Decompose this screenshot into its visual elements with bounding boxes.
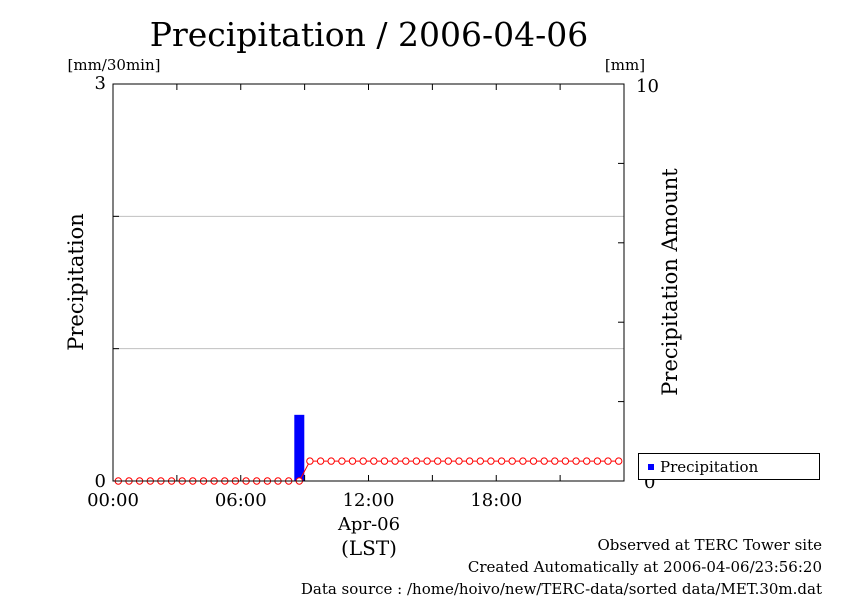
axis-ticks [112,83,625,481]
cumulative-marker [412,457,421,465]
x-tick-label: 12:00 [343,490,395,511]
cumulative-marker [348,457,357,465]
cumulative-marker [519,457,527,465]
cumulative-marker [327,457,335,465]
cumulative-marker [615,457,623,465]
cumulative-marker [561,457,570,465]
plot-frame [112,83,625,482]
left-ytick-max: 3 [95,73,106,94]
bar-series [294,414,305,481]
cumulative-marker [572,457,580,465]
right-axis-title: Precipitation Amount [658,168,682,396]
cumulative-marker [508,457,516,465]
chart-title: Precipitation / 2006-04-06 [150,15,588,54]
left-ytick-min: 0 [95,471,106,492]
right-ytick-min: 0 [644,472,655,493]
cumulative-marker [593,457,602,465]
cumulative-marker [359,457,367,465]
cumulative-marker [434,457,442,465]
cumulative-marker [551,457,559,465]
x-tick-labels: 00:00 06:00 12:00 18:00 [87,490,522,511]
x-timezone-label: (LST) [341,536,397,560]
cumulative-marker [380,457,389,465]
footer-created-timestamp: Created Automatically at 2006-04-06/23:5… [467,558,822,576]
cumulative-marker [338,457,346,465]
cumulative-marker [529,457,538,465]
cumulative-marker [540,457,548,465]
cumulative-marker [391,457,399,465]
left-axis-title: Precipitation [64,213,88,351]
cumulative-marker [604,457,612,465]
cumulative-marker [316,457,325,465]
legend: Precipitation [638,453,820,480]
cumulative-marker [402,457,410,465]
cumulative-marker [444,457,452,465]
footer-data-source: Data source : /home/hoivo/new/TERC-data/… [300,580,822,598]
left-axis-unit: [mm/30min] [68,56,161,74]
footer-observed-site: Observed at TERC Tower site [597,536,822,554]
x-date-label: Apr-06 [337,514,400,535]
x-tick-label: 06:00 [215,490,267,511]
x-tick-label: 18:00 [470,490,522,511]
cumulative-marker [455,457,463,465]
cumulative-marker [497,457,506,465]
cumulative-marker [306,457,314,465]
cumulative-marker [465,457,474,465]
cumulative-marker [583,457,591,465]
cumulative-marker [476,457,484,465]
x-tick-label: 00:00 [87,490,139,511]
right-axis-unit: [mm] [605,56,645,74]
legend-swatch-precipitation [648,464,654,470]
right-ytick-max: 10 [636,76,659,97]
cumulative-marker [370,457,378,465]
cumulative-marker [487,457,495,465]
cumulative-marker [423,457,431,465]
gridlines [113,215,624,350]
precipitation-bar [294,414,305,481]
legend-label-precipitation: Precipitation [660,458,759,476]
